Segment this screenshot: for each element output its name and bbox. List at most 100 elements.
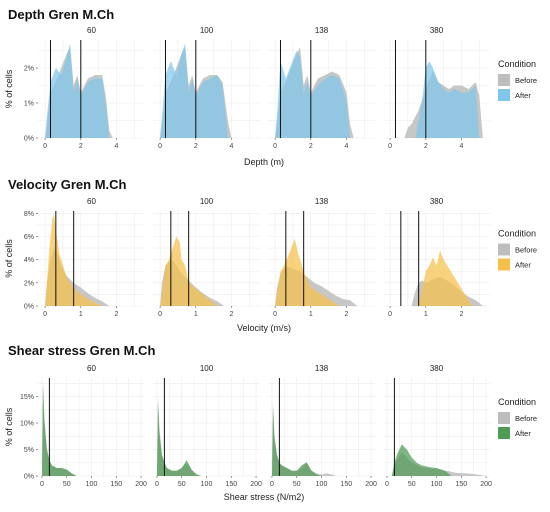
chart-title: Velocity Gren M.Ch [8, 177, 127, 192]
legend-label-before: Before [515, 246, 537, 255]
area-after-138 [275, 238, 340, 306]
y-tick-label: 2% [24, 66, 34, 73]
y-tick-label: 10% [20, 421, 34, 428]
facet-panel-60: 60 0 2 4 0% 1% 2% [24, 26, 145, 150]
facet-strip-label: 100 [200, 364, 214, 373]
x-tick-label: 100 [86, 481, 98, 488]
x-tick-label: 200 [250, 481, 262, 488]
y-tick-label: 2% [24, 280, 34, 287]
x-tick-label: 200 [480, 481, 492, 488]
x-tick-label: 2 [194, 143, 198, 150]
y-tick-label: 1% [24, 101, 34, 108]
facet-panel-60: 60 0 50 100 150 200 0% 5% 10% 15% [20, 364, 147, 488]
x-tick-label: 1 [194, 311, 198, 318]
area-after-100 [156, 401, 202, 476]
x-tick-label: 0 [158, 143, 162, 150]
y-tick-label: 15% [20, 394, 34, 401]
facet-strip-label: 380 [430, 26, 444, 35]
x-tick-label: 0 [43, 143, 47, 150]
y-axis-label: % of cells [4, 239, 14, 278]
y-tick-label: 0% [24, 474, 34, 481]
legend-swatch-before [498, 243, 510, 256]
y-tick-label: 0% [24, 304, 34, 311]
area-after-60 [45, 213, 103, 306]
x-tick-label: 50 [178, 481, 186, 488]
legend-label-before: Before [515, 414, 537, 423]
x-tick-label: 2 [79, 143, 83, 150]
x-tick-label: 4 [345, 143, 349, 150]
x-tick-label: 50 [63, 481, 71, 488]
facet-strip-label: 138 [315, 26, 329, 35]
y-axis-label: % of cells [4, 407, 14, 446]
x-tick-label: 2 [115, 311, 119, 318]
y-axis-label: % of cells [4, 69, 14, 108]
x-tick-label: 0 [155, 481, 159, 488]
x-tick-label: 2 [460, 311, 464, 318]
x-tick-label: 0 [385, 481, 389, 488]
chart-0: Depth Gren M.Ch % of cells 60 0 2 4 0% 1% 2% 100 0… [4, 7, 537, 167]
x-tick-label: 1 [309, 311, 313, 318]
legend: Condition Before After [498, 229, 537, 271]
x-tick-label: 0 [43, 311, 47, 318]
legend-swatch-before [498, 74, 510, 86]
x-tick-label: 150 [455, 481, 467, 488]
area-after-138 [275, 50, 351, 138]
facet-panel-100: 100 0 2 4 [153, 26, 260, 150]
x-tick-label: 0 [388, 311, 392, 318]
facet-panel-380: 380 0 2 4 [383, 26, 490, 150]
facet-panel-138: 138 0 1 2 [268, 197, 375, 318]
x-tick-label: 2 [309, 143, 313, 150]
x-tick-label: 100 [431, 481, 443, 488]
x-tick-label: 50 [293, 481, 301, 488]
chart-title: Depth Gren M.Ch [8, 7, 114, 22]
facet-strip-label: 100 [200, 26, 214, 35]
facet-strip-label: 380 [430, 364, 444, 373]
facet-panel-100: 100 0 1 2 [153, 197, 260, 318]
area-after-60 [41, 385, 77, 476]
x-tick-label: 1 [424, 311, 428, 318]
x-tick-label: 1 [79, 311, 83, 318]
x-tick-label: 0 [40, 481, 44, 488]
facet-strip-label: 138 [315, 197, 329, 206]
facet-strip-label: 138 [315, 364, 329, 373]
chart-1: Velocity Gren M.Ch % of cells 60 0 1 2 0% 2% 4% 6… [4, 177, 537, 333]
x-tick-label: 0 [270, 481, 274, 488]
facet-strip-label: 60 [87, 197, 96, 206]
x-tick-label: 4 [230, 143, 234, 150]
facet-panel-138: 138 0 2 4 [268, 26, 375, 150]
facet-panel-138: 138 0 50 100 150 200 [268, 364, 377, 488]
x-tick-label: 100 [316, 481, 328, 488]
facet-strip-label: 380 [430, 197, 444, 206]
y-tick-label: 6% [24, 234, 34, 241]
x-axis-label: Depth (m) [244, 157, 284, 167]
legend-label-before: Before [515, 76, 537, 85]
x-tick-label: 4 [115, 143, 119, 150]
area-after-380 [418, 250, 473, 306]
x-tick-label: 2 [424, 143, 428, 150]
x-tick-label: 2 [230, 311, 234, 318]
facet-panel-380: 380 0 1 2 [383, 197, 490, 318]
x-tick-label: 2 [345, 311, 349, 318]
x-tick-label: 100 [201, 481, 213, 488]
legend-label-after: After [515, 91, 531, 100]
x-tick-label: 200 [135, 481, 147, 488]
legend-swatch-after [498, 89, 510, 101]
legend-label-after: After [515, 261, 531, 270]
y-tick-label: 4% [24, 257, 34, 264]
legend-label-after: After [515, 429, 531, 438]
x-tick-label: 0 [158, 311, 162, 318]
area-after-380 [391, 444, 452, 476]
legend: Condition Before After [498, 397, 537, 439]
x-tick-label: 0 [273, 311, 277, 318]
area-after-138 [271, 407, 322, 476]
x-axis-label: Velocity (m/s) [237, 323, 291, 333]
facet-strip-label: 60 [87, 364, 96, 373]
x-tick-label: 50 [408, 481, 416, 488]
facet-panel-60: 60 0 1 2 0% 2% 4% 6% 8% [24, 197, 145, 318]
x-tick-label: 200 [365, 481, 377, 488]
legend-title: Condition [498, 229, 536, 239]
facet-panel-380: 380 0 50 100 150 200 [383, 364, 492, 488]
facet-panel-100: 100 0 50 100 150 200 [153, 364, 262, 488]
